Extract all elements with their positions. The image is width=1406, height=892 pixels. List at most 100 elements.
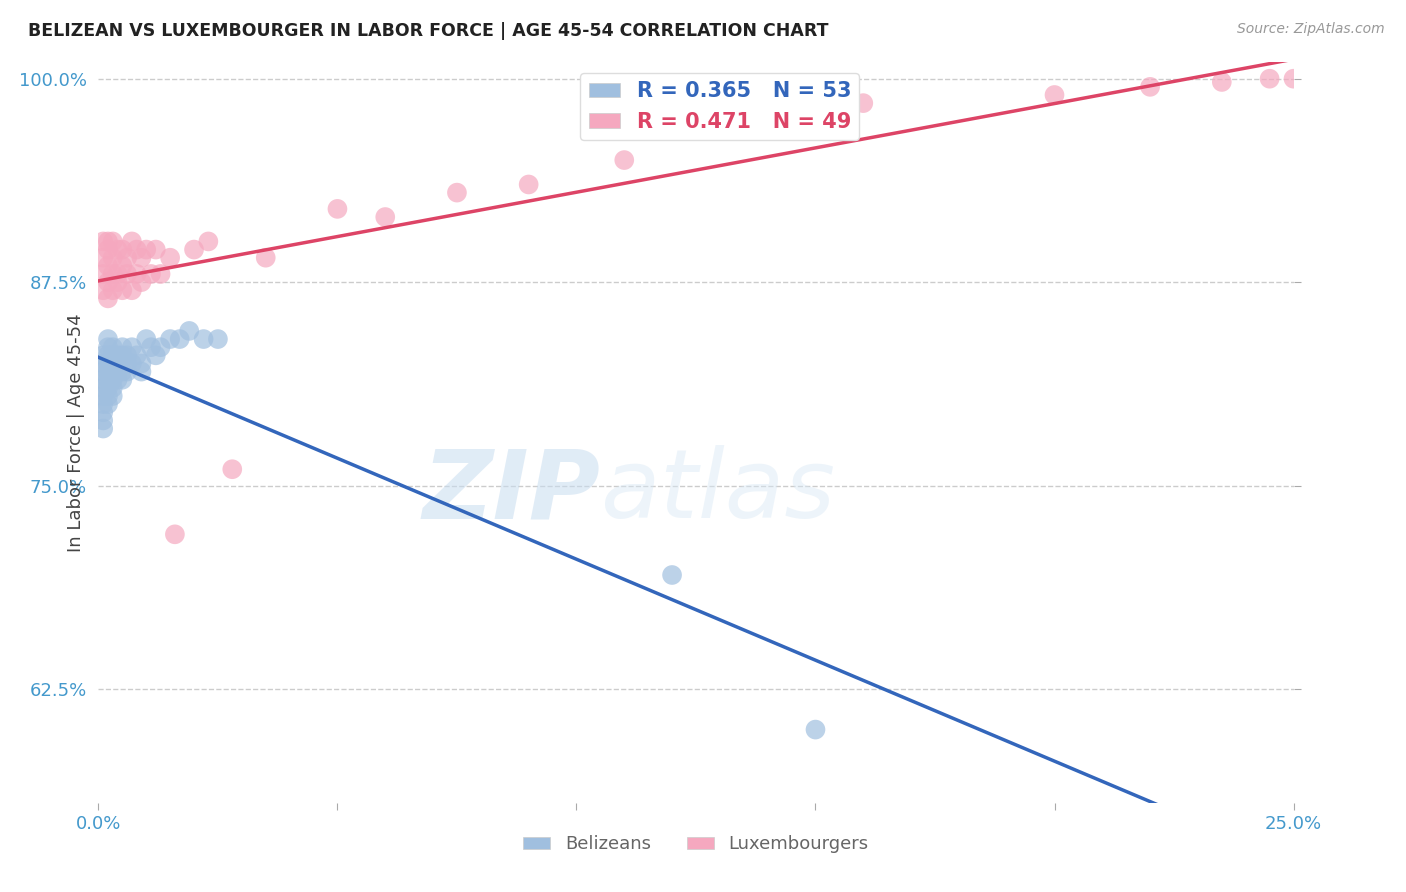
Point [91,235,114,249]
Point [159,251,181,265]
Point [1043,87,1066,102]
Point [97,332,120,346]
Point [111,365,134,379]
Point [135,243,157,257]
Point [97,348,120,362]
Point [1211,75,1233,89]
Point [115,251,138,265]
Point [91,348,114,362]
Point [101,381,124,395]
Point [131,275,153,289]
Point [254,251,277,265]
Point [613,153,636,167]
Point [139,267,162,281]
Text: BELIZEAN VS LUXEMBOURGER IN LABOR FORCE | AGE 45-54 CORRELATION CHART: BELIZEAN VS LUXEMBOURGER IN LABOR FORCE … [28,22,828,40]
Legend: Belizeans, Luxembourgers: Belizeans, Luxembourgers [516,828,876,861]
Point [852,96,875,111]
Point [111,348,134,362]
Point [91,389,114,403]
Point [91,283,114,297]
Point [661,568,683,582]
Point [115,365,138,379]
Point [326,202,349,216]
Point [97,243,120,257]
Point [139,340,162,354]
Point [121,340,143,354]
Point [131,356,153,370]
Point [91,413,114,427]
Y-axis label: In Labor Force | Age 45-54: In Labor Force | Age 45-54 [66,313,84,552]
Point [97,356,120,370]
Point [101,235,124,249]
Point [183,243,205,257]
Point [207,332,229,346]
Point [111,259,134,273]
Text: Source: ZipAtlas.com: Source: ZipAtlas.com [1237,22,1385,37]
Point [97,259,120,273]
Point [91,421,114,435]
Point [97,381,120,395]
Point [97,340,120,354]
Point [125,267,148,281]
Point [115,356,138,370]
Point [131,251,153,265]
Point [221,462,243,476]
Point [101,356,124,370]
Point [125,243,148,257]
Point [135,332,157,346]
Point [107,267,129,281]
Point [91,381,114,395]
Point [149,340,172,354]
Point [101,389,124,403]
Point [91,356,114,370]
Point [107,356,129,370]
Point [97,397,120,411]
Point [374,210,396,224]
Point [111,243,134,257]
Point [115,267,138,281]
Point [107,243,129,257]
Point [107,365,129,379]
Point [179,324,201,338]
Point [101,373,124,387]
Point [446,186,468,200]
Point [197,235,219,249]
Point [159,332,181,346]
Point [101,340,124,354]
Point [91,267,114,281]
Point [1139,79,1161,94]
Point [97,275,120,289]
Point [111,283,134,297]
Point [91,365,114,379]
Point [101,267,124,281]
Point [101,348,124,362]
Point [193,332,215,346]
Text: ZIP: ZIP [422,445,600,539]
Point [125,348,148,362]
Point [91,397,114,411]
Point [163,527,186,541]
Point [121,283,143,297]
Point [517,178,540,192]
Point [91,373,114,387]
Point [121,235,143,249]
Point [97,292,120,306]
Text: atlas: atlas [600,445,835,539]
Point [169,332,191,346]
Point [115,348,138,362]
Point [804,723,827,737]
Point [756,120,779,135]
Point [107,373,129,387]
Point [111,373,134,387]
Point [91,251,114,265]
Point [101,283,124,297]
Point [107,275,129,289]
Point [101,365,124,379]
Point [97,373,120,387]
Point [149,267,172,281]
Point [111,340,134,354]
Point [145,243,167,257]
Point [145,348,167,362]
Point [121,356,143,370]
Point [107,348,129,362]
